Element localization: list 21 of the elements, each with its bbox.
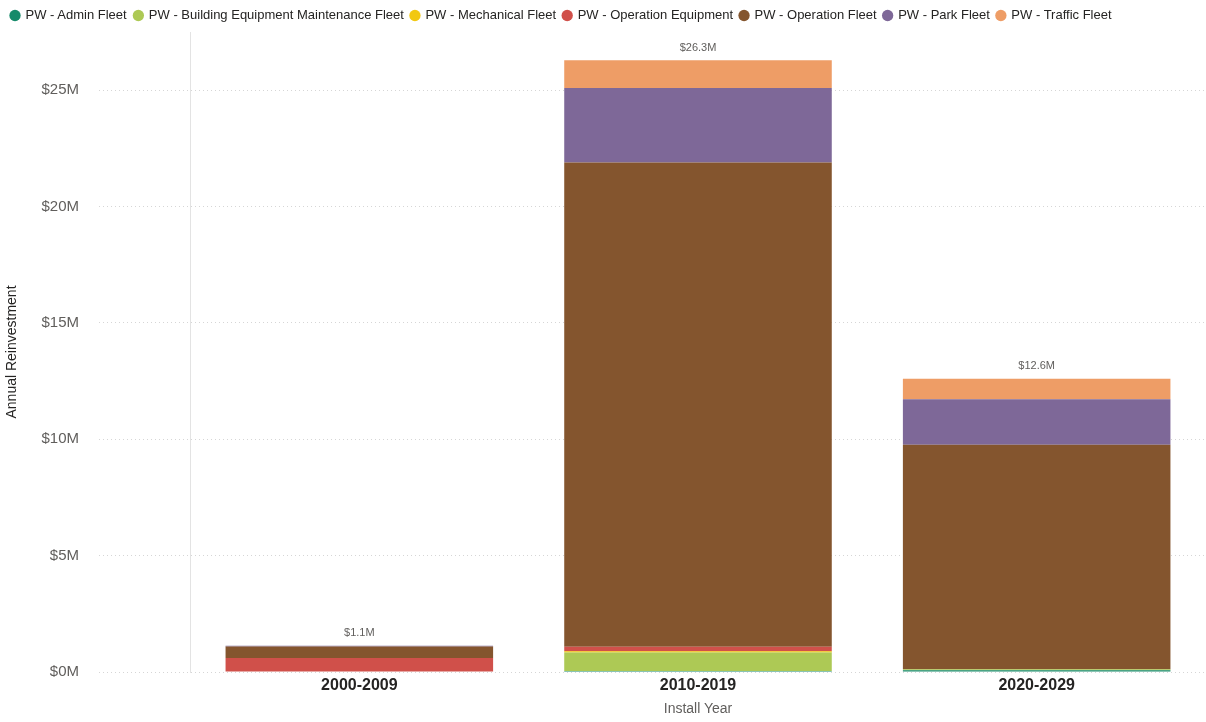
y-axis-title: Annual Reinvestment — [3, 285, 20, 419]
legend-label: PW - Traffic Fleet — [1011, 7, 1112, 23]
y-tick-label: $25M — [41, 80, 79, 98]
x-tick-label: 2020-2029 — [998, 676, 1076, 694]
x-tick-label: 2000-2009 — [321, 676, 398, 694]
legend-label: PW - Park Fleet — [898, 7, 991, 23]
legend-label: PW - Operation Fleet — [754, 7, 878, 23]
y-tick-label: $15M — [41, 313, 79, 331]
x-tick-label: 2010-2019 — [659, 676, 737, 694]
legend-label: PW - Mechanical Fleet — [425, 7, 557, 23]
total-label: $12.6M — [1018, 359, 1056, 372]
y-tick-label: $0M — [49, 662, 79, 680]
legend-label: PW - Building Equipment Maintenance Fleet — [148, 7, 405, 23]
legend-label: PW - Admin Fleet — [25, 7, 128, 23]
x-axis-title: Install Year — [663, 700, 733, 717]
y-tick-label: $20M — [41, 196, 79, 214]
total-label: $1.1M — [344, 626, 375, 639]
legend-label: PW - Operation Equipment — [577, 7, 734, 23]
total-label: $26.3M — [679, 40, 717, 53]
y-tick-label: $5M — [49, 545, 79, 563]
y-tick-label: $10M — [41, 429, 79, 447]
